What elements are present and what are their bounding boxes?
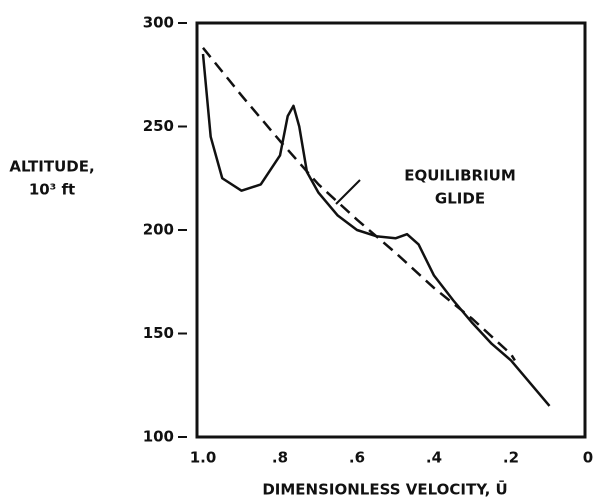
x-tick-label: 0 — [583, 449, 593, 467]
line — [201, 53, 551, 407]
y-tick-label: 100 — [143, 428, 174, 446]
annotation: GLIDE — [435, 190, 485, 208]
y-axis-label: 10³ ft — [29, 181, 75, 199]
y-axis-label: ALTITUDE, — [9, 158, 94, 176]
x-tick-label: .6 — [349, 449, 365, 467]
dashed-line — [202, 47, 516, 362]
y-tick-label: 150 — [143, 324, 174, 342]
annotation: EQUILIBRIUM — [404, 167, 516, 185]
y-tick-label: 300 — [143, 14, 174, 32]
y-tick-label: 200 — [143, 221, 174, 239]
y-tick-label: 250 — [143, 117, 174, 135]
plot-frame — [195, 21, 587, 439]
x-axis-label: DIMENSIONLESS VELOCITY, Ū — [262, 479, 507, 499]
x-tick-label: 1.0 — [190, 449, 217, 467]
x-tick-label: .4 — [426, 449, 442, 467]
x-tick-label: .8 — [272, 449, 288, 467]
annotation-leader — [335, 179, 361, 205]
x-tick-label: .2 — [503, 449, 519, 467]
